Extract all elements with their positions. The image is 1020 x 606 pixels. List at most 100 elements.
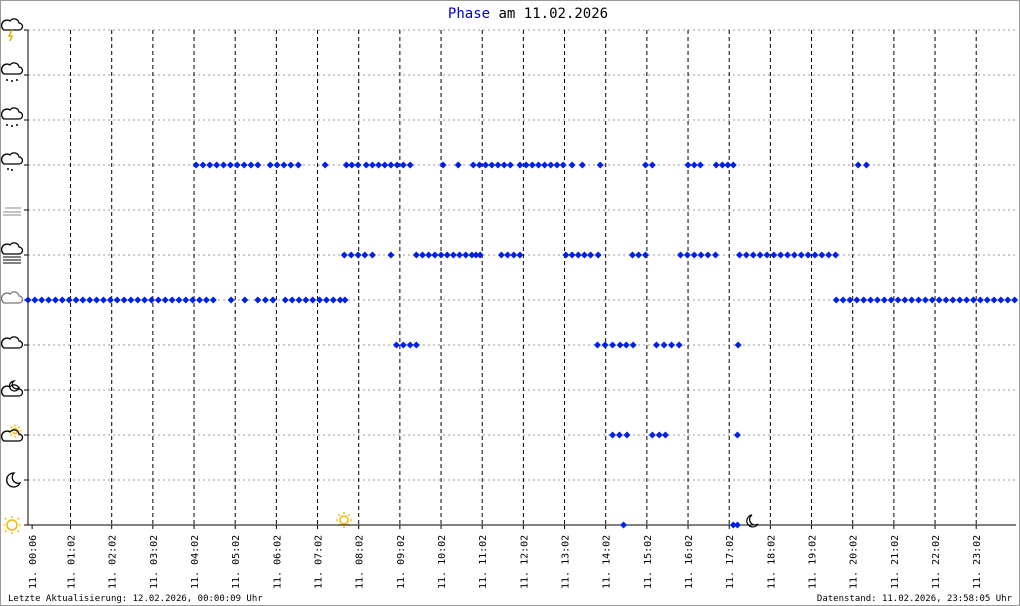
point [361, 251, 369, 259]
point [790, 251, 798, 259]
point [510, 251, 518, 259]
point [241, 296, 249, 304]
point [182, 296, 190, 304]
x-tick-label: 11. 03:02 [149, 535, 160, 589]
point [568, 251, 576, 259]
point [168, 296, 176, 304]
point [704, 251, 712, 259]
cloud [0, 429, 24, 442]
point [818, 251, 826, 259]
point [983, 296, 991, 304]
point [482, 161, 490, 169]
point [1004, 296, 1012, 304]
point [832, 296, 840, 304]
point [375, 161, 383, 169]
x-tick-label: 11. 08:02 [355, 535, 366, 589]
point [51, 296, 59, 304]
point [196, 296, 204, 304]
point [269, 296, 277, 304]
point [449, 251, 457, 259]
point [593, 341, 601, 349]
point [696, 161, 704, 169]
point [921, 296, 929, 304]
point [431, 251, 439, 259]
point [45, 296, 53, 304]
point [915, 296, 923, 304]
point [690, 251, 698, 259]
point [341, 296, 349, 304]
point [254, 296, 262, 304]
point [942, 296, 950, 304]
point [192, 161, 200, 169]
point [587, 251, 595, 259]
point [547, 161, 555, 169]
point [763, 251, 771, 259]
point [873, 296, 881, 304]
point [578, 161, 586, 169]
point [392, 341, 400, 349]
point [655, 431, 663, 439]
point [273, 161, 281, 169]
x-tick-label: 11. 22:02 [931, 535, 942, 589]
point [354, 161, 362, 169]
point [568, 161, 576, 169]
point [832, 251, 840, 259]
point [120, 296, 128, 304]
point [368, 161, 376, 169]
point [609, 431, 617, 439]
point [127, 296, 135, 304]
point [281, 296, 289, 304]
drops [7, 168, 13, 171]
point [660, 341, 668, 349]
cloud [0, 107, 24, 120]
y-tick-icon [6, 472, 22, 488]
y-tick-icon [0, 380, 24, 397]
point [261, 296, 269, 304]
point [609, 341, 617, 349]
point [724, 161, 732, 169]
point [469, 161, 477, 169]
point [528, 161, 536, 169]
y-tick-icon [0, 336, 24, 349]
point [309, 296, 317, 304]
point [504, 251, 512, 259]
point [294, 161, 302, 169]
cloud [0, 384, 24, 397]
point [316, 296, 324, 304]
point [233, 161, 241, 169]
point [381, 161, 389, 169]
point [928, 296, 936, 304]
point [628, 251, 636, 259]
point [990, 296, 998, 304]
point [406, 341, 414, 349]
point [648, 161, 656, 169]
x-tick-label: 11. 09:02 [396, 535, 407, 589]
point [240, 161, 248, 169]
point [506, 161, 514, 169]
x-tick-label: 11. 21:02 [890, 535, 901, 589]
point [266, 161, 274, 169]
point [412, 251, 420, 259]
point [676, 251, 684, 259]
x-tick-label: 11. 10:02 [437, 535, 448, 589]
point [997, 296, 1005, 304]
point [675, 341, 683, 349]
point [213, 161, 221, 169]
point [227, 296, 235, 304]
point [652, 341, 660, 349]
point [880, 296, 888, 304]
fog [3, 256, 21, 264]
point [733, 521, 741, 529]
point [594, 251, 602, 259]
point [622, 341, 630, 349]
point [247, 161, 255, 169]
point [956, 296, 964, 304]
point [412, 341, 420, 349]
point [399, 161, 407, 169]
x-tick-label: 11. 02:02 [108, 535, 119, 589]
point [206, 161, 214, 169]
point [189, 296, 197, 304]
point [488, 161, 496, 169]
point [867, 296, 875, 304]
point [733, 431, 741, 439]
